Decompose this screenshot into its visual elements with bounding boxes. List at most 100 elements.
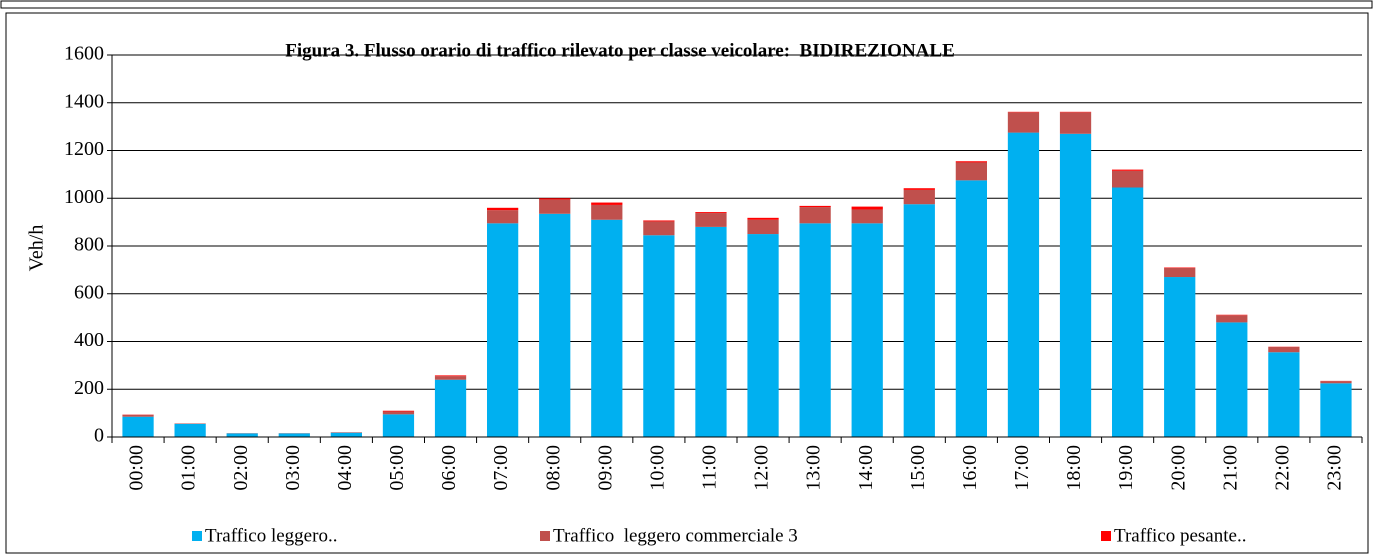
x-tick-label: 00:00	[126, 445, 148, 491]
bar-segment	[174, 423, 206, 437]
x-tick-label: 03:00	[282, 445, 304, 491]
bar-segment	[1216, 322, 1248, 437]
legend-label: Traffico pesante..	[1114, 525, 1246, 546]
bar-segment	[1007, 132, 1040, 437]
bar-segment	[851, 206, 883, 210]
bar-segment	[955, 180, 987, 437]
bar-segment	[1059, 133, 1092, 437]
bar-segment	[903, 188, 935, 190]
bar-segment	[539, 213, 571, 437]
bar-segment	[434, 379, 467, 437]
bar-segment	[903, 204, 935, 437]
bar-segment	[695, 226, 727, 437]
bar-segment	[122, 414, 154, 417]
x-tick-label: 07:00	[490, 445, 512, 491]
y-tick-label: 0	[94, 425, 104, 447]
chart-frame	[5, 12, 1369, 554]
x-tick-label: 13:00	[803, 445, 825, 491]
y-axis-label: Veh/h	[26, 225, 48, 272]
bar-segment	[1059, 112, 1092, 134]
bar-segment	[1216, 315, 1248, 323]
bar-segment	[955, 161, 987, 163]
y-tick-label: 1600	[64, 43, 104, 65]
legend-swatch	[1101, 531, 1111, 541]
bar-segment	[799, 207, 831, 224]
y-tick-label: 200	[74, 377, 104, 399]
legend-label: Traffico leggero..	[205, 525, 337, 546]
y-tick-label: 400	[74, 329, 104, 351]
x-tick-label: 05:00	[386, 445, 408, 491]
x-tick-label: 19:00	[1115, 445, 1137, 491]
y-tick-label: 600	[74, 281, 104, 303]
bar-segment	[1112, 169, 1144, 171]
bar-segment	[1164, 277, 1196, 437]
x-tick-label: 16:00	[959, 445, 981, 491]
bar-segment	[799, 205, 831, 208]
bar-segment	[382, 411, 415, 415]
y-tick-label: 1200	[64, 138, 104, 160]
bar-segment	[1112, 170, 1144, 188]
bar-segment	[747, 234, 779, 437]
x-tick-label: 04:00	[334, 445, 356, 491]
bar-segment	[591, 202, 623, 205]
bar-segment	[1320, 383, 1352, 437]
x-tick-label: 06:00	[438, 445, 460, 491]
bar-segment	[539, 199, 571, 214]
bar-segment	[643, 235, 675, 437]
bar-segment	[903, 189, 935, 205]
bar-segment	[695, 213, 727, 227]
x-tick-label: 17:00	[1011, 445, 1033, 491]
bar-segment	[955, 162, 987, 181]
bar-segment	[122, 416, 154, 437]
bar-segment	[434, 376, 467, 380]
bar-segment	[1007, 112, 1040, 133]
bar-segment	[382, 414, 415, 437]
bar-segment	[487, 223, 519, 437]
x-tick-label: 10:00	[646, 445, 668, 491]
bar-segment	[278, 433, 310, 437]
y-tick-label: 800	[74, 234, 104, 256]
bar-segment	[1268, 352, 1300, 437]
bar-segment	[1268, 346, 1300, 353]
bar-segment	[434, 375, 467, 377]
x-tick-label: 09:00	[594, 445, 616, 491]
legend-swatch	[192, 531, 202, 541]
bar-segment	[382, 410, 415, 412]
bar-segment	[591, 204, 623, 220]
top-frame	[0, 0, 1373, 9]
x-tick-label: 14:00	[855, 445, 877, 491]
chart-title: Figura 3. Flusso orario di traffico rile…	[285, 40, 955, 61]
x-tick-label: 23:00	[1324, 445, 1346, 491]
bar-segment	[643, 221, 675, 236]
bar-segment	[1164, 267, 1196, 278]
legend-label: Traffico leggero commerciale 3	[553, 525, 798, 546]
x-tick-label: 18:00	[1063, 445, 1085, 491]
x-tick-label: 22:00	[1271, 445, 1293, 491]
bar-segment	[330, 432, 362, 437]
bar-segment	[747, 217, 779, 220]
x-tick-label: 01:00	[178, 445, 200, 491]
bar-segment	[695, 212, 727, 214]
bar-segment	[591, 219, 623, 437]
x-tick-label: 21:00	[1219, 445, 1241, 491]
x-tick-label: 02:00	[230, 445, 252, 491]
bar-segment	[487, 210, 519, 224]
y-tick-label: 1000	[64, 186, 104, 208]
legend-swatch	[540, 531, 550, 541]
x-tick-label: 20:00	[1167, 445, 1189, 491]
bar-segment	[851, 209, 883, 224]
x-tick-label: 08:00	[542, 445, 564, 491]
bar-segment	[1112, 187, 1144, 437]
x-tick-label: 15:00	[907, 445, 929, 491]
bar-segment	[799, 223, 831, 437]
bar-segment	[226, 433, 258, 437]
bar-segment	[747, 219, 779, 235]
bar-segment	[851, 223, 883, 437]
bar-segment	[487, 207, 519, 211]
x-tick-label: 11:00	[699, 445, 721, 490]
y-tick-label: 1400	[64, 90, 104, 112]
bar-segment	[643, 220, 675, 222]
bar-segment	[1320, 381, 1352, 384]
x-tick-label: 12:00	[751, 445, 773, 491]
